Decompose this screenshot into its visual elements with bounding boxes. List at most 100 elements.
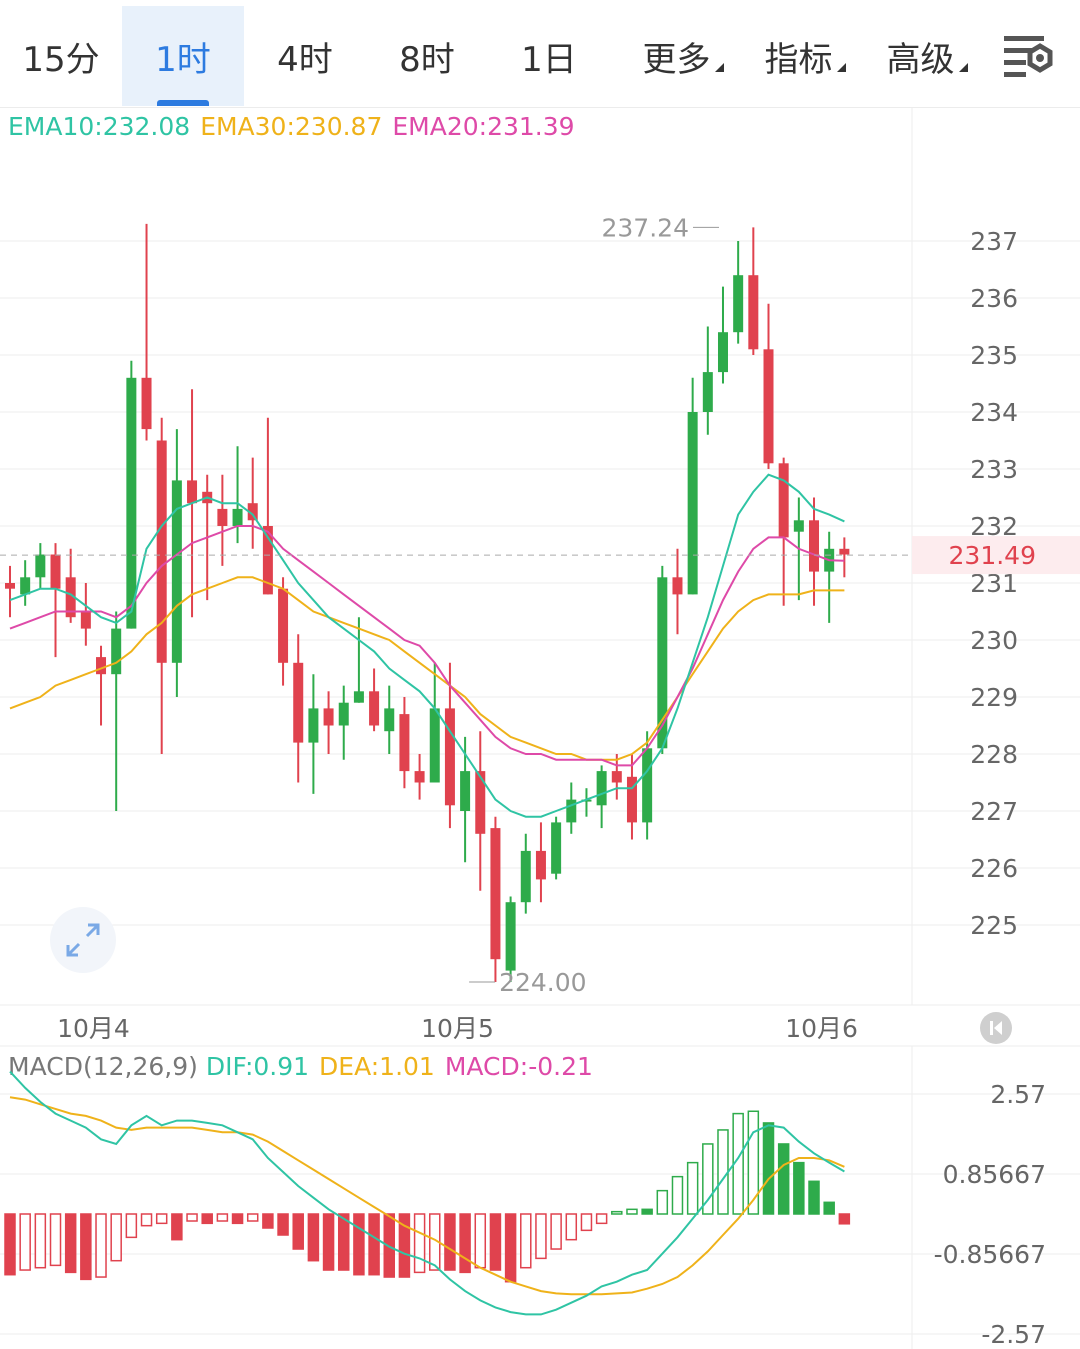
macd-bar-negative — [292, 1213, 304, 1250]
candle-down — [247, 503, 258, 521]
candle-up — [596, 771, 607, 806]
tab-advanced-dropdown[interactable]: 高级 — [868, 6, 986, 106]
expand-arrows-icon[interactable] — [50, 907, 116, 973]
price-tick-label: 228 — [970, 740, 1018, 769]
tab-4h[interactable]: 4时 — [244, 6, 366, 106]
low-price-label: 224.00 — [499, 968, 586, 997]
macd-bar-negative — [216, 1213, 229, 1222]
macd-tick-label: 2.57 — [990, 1080, 1046, 1109]
candle-up — [111, 628, 122, 675]
tab-indicators-dropdown[interactable]: 指标 — [746, 6, 864, 106]
price-tick-label: 227 — [970, 797, 1018, 826]
candle-up — [35, 554, 46, 578]
macd-macd-value: MACD:-0.21 — [444, 1052, 593, 1081]
tab-8h[interactable]: 8时 — [366, 6, 488, 106]
candle-down — [748, 275, 759, 350]
price-tick-label: 236 — [970, 284, 1018, 313]
price-tick-label: 234 — [970, 398, 1018, 427]
candle-up — [733, 275, 744, 333]
macd-bar-negative — [474, 1213, 487, 1269]
macd-legend: MACD(12,26,9) DIF:0.91 DEA:1.01 MACD:-0.21 — [8, 1052, 603, 1081]
macd-bar-negative — [95, 1213, 107, 1278]
macd-bar-positive — [656, 1189, 669, 1215]
macd-bar-negative — [535, 1213, 547, 1260]
candle-up — [338, 702, 349, 726]
candle-up — [702, 372, 713, 412]
tab-1d[interactable]: 1日 — [488, 6, 610, 106]
macd-bar-negative — [307, 1213, 320, 1262]
active-tab-indicator — [157, 100, 209, 106]
tab-label: 8时 — [399, 39, 455, 80]
candle-up — [505, 902, 516, 971]
date-tick-label: 10月5 — [421, 1014, 494, 1043]
tab-1h[interactable]: 1时 — [122, 6, 244, 106]
candle-up — [308, 708, 319, 743]
macd-bar-negative — [444, 1213, 456, 1271]
date-tick-label: 10月4 — [57, 1014, 130, 1043]
candle-down — [323, 708, 334, 726]
candle-down — [399, 714, 410, 772]
ema20-value: EMA20:231.39 — [392, 112, 575, 141]
macd-bar-negative — [459, 1213, 471, 1274]
ema10-value: EMA10:232.08 — [8, 112, 191, 141]
jump-to-latest-icon[interactable] — [980, 1012, 1012, 1044]
macd-dea-value: DEA:1.01 — [319, 1052, 435, 1081]
candle-down — [444, 708, 455, 806]
macd-tick-label: -0.85667 — [934, 1240, 1046, 1269]
candle-down — [414, 771, 425, 783]
candle-down — [611, 771, 622, 783]
macd-bar-negative — [64, 1213, 77, 1274]
date-tick-label: 10月6 — [785, 1014, 858, 1043]
macd-bar-positive — [777, 1143, 790, 1215]
macd-bar-positive — [702, 1143, 714, 1215]
candle-down — [96, 657, 107, 675]
macd-tick-label: 0.85667 — [943, 1160, 1046, 1189]
macd-bar-negative — [337, 1213, 350, 1271]
tab-more-dropdown[interactable]: 更多 — [624, 6, 742, 106]
macd-bar-positive — [626, 1208, 638, 1215]
last-price-tag — [912, 536, 1080, 575]
tab-label: 更多 — [642, 39, 711, 80]
price-tick-label: 235 — [970, 341, 1018, 370]
candle-down — [293, 662, 304, 743]
candle-down — [278, 588, 289, 663]
candle-down — [187, 480, 198, 504]
candle-up — [520, 850, 531, 903]
ema30-line — [9, 576, 845, 761]
candle-down — [217, 508, 228, 526]
candle-down — [778, 463, 789, 538]
candle-up — [232, 508, 243, 526]
macd-bar-negative — [595, 1213, 608, 1225]
macd-bar-negative — [49, 1213, 62, 1267]
macd-bar-negative — [201, 1213, 213, 1225]
macd-bar-negative — [277, 1213, 289, 1236]
chart-settings-icon[interactable] — [1000, 32, 1060, 84]
tab-label: 1日 — [521, 39, 577, 80]
dea-line — [9, 1096, 845, 1296]
tab-label: 指标 — [764, 39, 833, 80]
tab-15min[interactable]: 15分 — [0, 6, 122, 106]
candle-up — [793, 520, 804, 532]
macd-bar-negative — [4, 1213, 16, 1276]
candle-down — [763, 349, 774, 464]
macd-bar-negative — [838, 1213, 851, 1225]
price-tick-label: 230 — [970, 626, 1018, 655]
candle-up — [353, 691, 364, 703]
macd-bar-positive — [671, 1175, 684, 1215]
candle-down — [369, 691, 380, 726]
price-tick-label: 229 — [970, 683, 1018, 712]
macd-bar-negative — [246, 1213, 259, 1222]
macd-bar-negative — [565, 1213, 578, 1241]
dif-line — [9, 1070, 845, 1316]
tab-label: 4时 — [277, 39, 333, 80]
timeframe-tab-bar: 15分 1时 4时 8时 1日 更多 指标 高级 — [0, 0, 1080, 108]
macd-bar-positive — [747, 1110, 760, 1215]
macd-bar-positive — [808, 1180, 820, 1215]
macd-bar-positive — [793, 1161, 805, 1215]
candle-up — [687, 412, 698, 595]
candle-down — [626, 776, 637, 823]
tab-label: 高级 — [886, 39, 955, 80]
macd-bar-negative — [489, 1213, 502, 1271]
candle-down — [809, 520, 820, 572]
